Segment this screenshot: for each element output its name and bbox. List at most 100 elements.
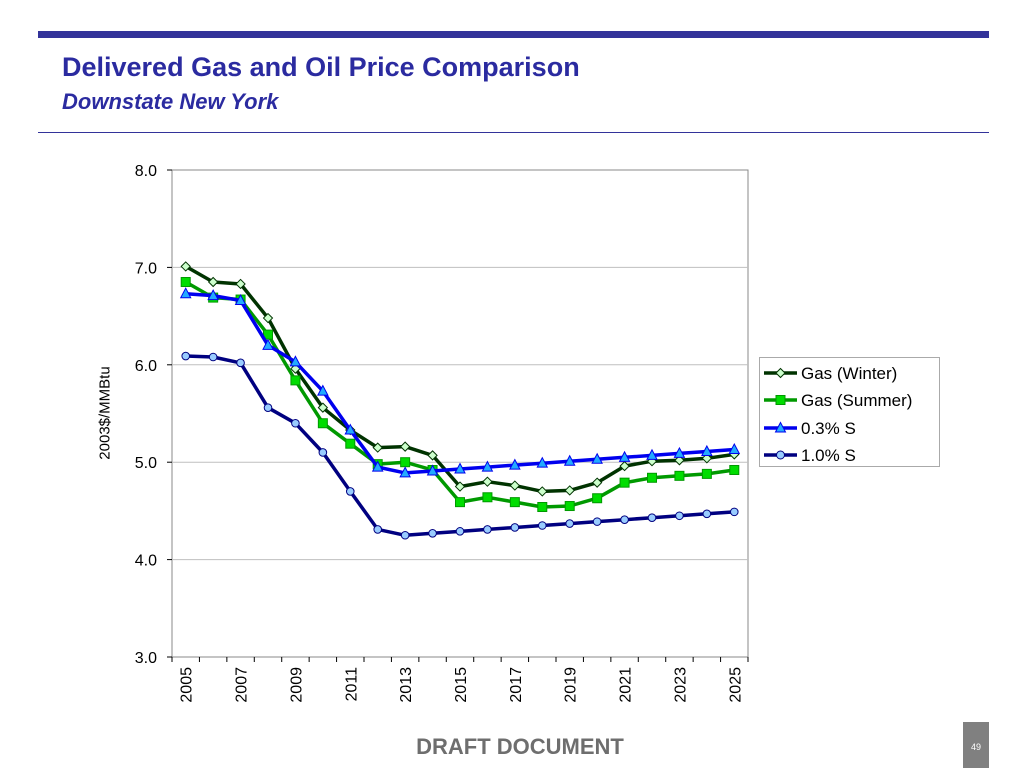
data-point-gas-summer xyxy=(455,497,465,508)
data-point-1-0-s xyxy=(592,517,602,526)
legend-label-gas-summer: Gas (Summer) xyxy=(801,391,913,410)
data-point-1-0-s xyxy=(620,515,629,524)
data-point-gas-winter xyxy=(399,441,411,452)
y-tick-label: 3.0 xyxy=(135,650,157,667)
legend-label-03-sulfur: 0.3% S xyxy=(801,419,856,438)
data-point-gas-summer xyxy=(290,375,301,386)
draft-watermark: DRAFT DOCUMENT xyxy=(416,734,624,759)
data-point-0-3-s xyxy=(591,452,603,464)
chart-legend: Gas (Winter) Gas (Summer) 0.3% S 1.0% S xyxy=(759,357,940,467)
data-point-gas-summer xyxy=(701,468,712,479)
x-tick-label: 2009 xyxy=(288,667,305,703)
data-point-0-3-s xyxy=(701,444,713,456)
data-point-1-0-s xyxy=(263,403,273,412)
x-tick-label: 2007 xyxy=(234,667,251,703)
data-point-1-0-s xyxy=(675,511,684,521)
x-tick-label: 2011 xyxy=(343,667,360,702)
data-point-gas-summer xyxy=(537,502,548,513)
x-tick-label: 2005 xyxy=(179,667,196,703)
data-point-gas-winter xyxy=(372,442,383,453)
data-point-0-3-s xyxy=(289,355,302,367)
data-point-0-3-s xyxy=(317,384,329,396)
header-top-bar xyxy=(38,31,989,38)
data-point-gas-winter xyxy=(674,455,685,466)
data-point-gas-winter xyxy=(591,477,603,488)
legend-swatch-gas-winter xyxy=(764,367,797,379)
x-tick-label: 2015 xyxy=(453,667,470,703)
legend-label-gas-winter: Gas (Winter) xyxy=(801,364,898,383)
data-point-gas-winter xyxy=(454,481,466,492)
y-axis-label: 2003$/MMBtu xyxy=(96,366,114,460)
data-point-1-0-s xyxy=(373,525,383,534)
data-point-gas-winter xyxy=(262,312,274,324)
x-tick-label: 2017 xyxy=(508,667,525,703)
legend-swatch-gas-summer xyxy=(764,395,797,405)
plot-area xyxy=(171,169,749,658)
data-point-gas-winter xyxy=(537,486,548,497)
data-point-gas-winter xyxy=(317,402,329,413)
data-point-1-0-s xyxy=(455,527,465,536)
data-point-gas-winter xyxy=(509,480,521,491)
data-point-gas-winter xyxy=(564,485,575,496)
data-point-0-3-s xyxy=(563,454,576,466)
data-point-gas-winter xyxy=(207,276,219,288)
data-point-gas-summer xyxy=(482,492,493,503)
x-tick-label: 2021 xyxy=(618,667,635,703)
data-point-0-3-s xyxy=(371,460,384,472)
data-point-1-0-s xyxy=(537,521,547,530)
x-tick-label: 2019 xyxy=(563,667,580,703)
data-point-gas-winter xyxy=(235,278,246,290)
data-point-1-0-s xyxy=(565,519,575,528)
legend-label-10-sulfur: 1.0% S xyxy=(801,446,856,465)
data-point-1-0-s xyxy=(483,525,492,534)
data-point-gas-summer xyxy=(509,497,520,508)
data-point-0-3-s xyxy=(262,338,274,350)
data-point-gas-summer xyxy=(592,493,603,504)
data-point-gas-summer xyxy=(317,418,328,429)
data-point-0-3-s xyxy=(509,458,521,470)
x-tick-label: 2013 xyxy=(398,667,415,703)
page-subtitle: Downstate New York xyxy=(62,89,279,114)
data-point-1-0-s xyxy=(428,529,437,538)
data-point-gas-winter xyxy=(427,450,438,461)
data-point-gas-winter xyxy=(619,460,630,472)
data-point-gas-summer xyxy=(619,477,630,488)
data-point-1-0-s xyxy=(729,507,739,517)
page-title: Delivered Gas and Oil Price Comparison xyxy=(62,52,580,82)
data-point-1-0-s xyxy=(318,448,328,457)
data-point-0-3-s xyxy=(207,289,219,301)
data-point-1-0-s xyxy=(345,487,355,496)
data-point-gas-summer xyxy=(564,501,575,512)
data-point-1-0-s xyxy=(208,352,218,362)
data-point-1-0-s xyxy=(181,351,191,361)
data-point-0-3-s xyxy=(344,423,357,435)
y-tick-label: 6.0 xyxy=(135,358,157,375)
data-point-0-3-s xyxy=(454,462,466,474)
data-point-1-0-s xyxy=(647,513,657,523)
y-tick-label: 5.0 xyxy=(135,455,157,472)
data-point-0-3-s xyxy=(234,293,247,306)
data-point-gas-summer xyxy=(400,457,411,468)
data-point-gas-summer xyxy=(674,470,685,481)
x-tick-label: 2023 xyxy=(672,667,689,703)
data-point-0-3-s xyxy=(179,287,192,299)
data-point-0-3-s xyxy=(536,456,549,468)
data-point-1-0-s xyxy=(291,418,300,428)
data-point-0-3-s xyxy=(481,460,494,472)
y-tick-label: 4.0 xyxy=(135,553,157,570)
data-point-0-3-s xyxy=(426,464,439,476)
y-tick-label: 8.0 xyxy=(135,163,157,180)
page-number-box xyxy=(963,722,989,768)
data-point-gas-winter xyxy=(701,453,713,464)
data-point-gas-summer xyxy=(180,277,191,288)
data-point-0-3-s xyxy=(646,448,658,460)
x-tick-label: 2025 xyxy=(727,667,744,703)
header-divider xyxy=(38,132,989,133)
data-point-gas-summer xyxy=(729,464,740,475)
data-point-gas-winter xyxy=(482,476,493,487)
page-number: 49 xyxy=(970,742,981,752)
data-point-0-3-s xyxy=(399,466,411,478)
data-point-1-0-s xyxy=(400,530,410,540)
data-point-0-3-s xyxy=(673,446,686,458)
